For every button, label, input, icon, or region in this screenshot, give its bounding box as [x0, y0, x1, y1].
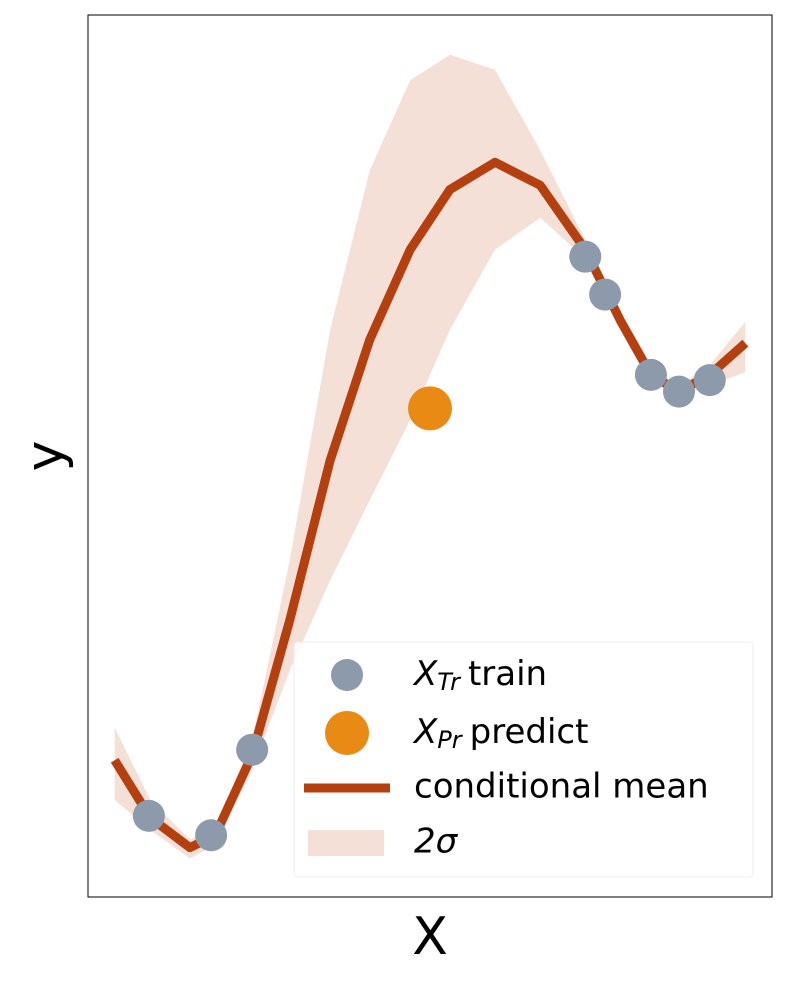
- legend-marker: [308, 830, 384, 856]
- legend-label: XTr train: [412, 654, 547, 697]
- predict-point: [408, 386, 452, 431]
- legend-marker: [331, 659, 363, 691]
- legend-subscript: Tr: [437, 668, 462, 696]
- legend-symbol: X: [412, 654, 438, 694]
- train-point: [132, 799, 165, 832]
- train-point: [693, 364, 726, 397]
- train-point: [634, 358, 667, 391]
- plot-frame: [87, 14, 773, 898]
- train-point: [236, 733, 269, 766]
- legend-symbol: X: [412, 712, 438, 752]
- legend-label: 2σ: [414, 822, 459, 862]
- legend-text: predict: [470, 712, 589, 752]
- train-point: [589, 278, 622, 311]
- train-point: [569, 240, 602, 273]
- y-axis-label: y: [15, 441, 75, 472]
- legend-text: train: [468, 654, 547, 694]
- train-point: [662, 375, 695, 408]
- x-axis-label: X: [412, 907, 448, 967]
- legend-label: XPr predict: [412, 712, 588, 755]
- legend-marker: [325, 711, 369, 755]
- legend-subscript: Pr: [437, 726, 463, 754]
- train-point: [195, 819, 228, 852]
- legend-box: [293, 641, 754, 878]
- legend-label: conditional mean: [414, 767, 709, 807]
